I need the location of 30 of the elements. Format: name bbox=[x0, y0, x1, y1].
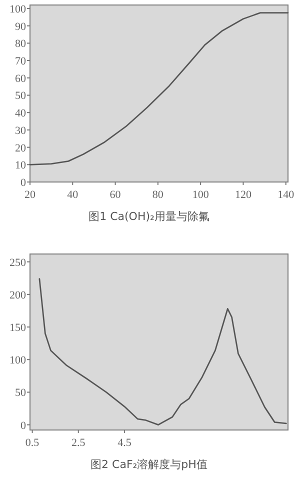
x-tick-label: 60 bbox=[110, 189, 122, 201]
line-series bbox=[29, 12, 289, 166]
x-tick-label: 140 bbox=[278, 189, 295, 201]
y-tick-label: 50 bbox=[15, 90, 26, 102]
y-tick-label: 150 bbox=[10, 322, 26, 334]
y-tick-label: 0 bbox=[20, 177, 26, 189]
y-tick-label: 30 bbox=[15, 124, 26, 137]
y-tick-label: 90 bbox=[15, 20, 26, 33]
y-tick-label: 50 bbox=[15, 387, 26, 400]
y-tick-label: 250 bbox=[10, 256, 26, 269]
y-tick-label: 100 bbox=[10, 3, 26, 16]
text: 图2 CaF₂溶解度与pH值 bbox=[90, 458, 208, 471]
x-tick-label: 120 bbox=[234, 189, 252, 201]
x-tick-label: 2.5 bbox=[72, 437, 86, 449]
y-tick-label: 80 bbox=[15, 38, 26, 50]
y-tick-label: 10 bbox=[15, 160, 26, 172]
y-tick-label: 100 bbox=[10, 354, 26, 367]
text: 图1 Ca(OH)₂用量与除氟 bbox=[88, 210, 210, 223]
y-tick-label: 70 bbox=[15, 56, 26, 68]
y-tick-label: 40 bbox=[15, 108, 26, 120]
x-tick-label: 80 bbox=[152, 189, 164, 201]
line-series bbox=[38, 278, 287, 426]
y-tick-label: 200 bbox=[10, 289, 26, 302]
x-tick-label: 100 bbox=[192, 189, 210, 201]
y-tick-label: 20 bbox=[15, 142, 26, 154]
x-tick-label: 0.5 bbox=[25, 437, 40, 449]
y-tick-label: 60 bbox=[15, 72, 26, 85]
x-tick-label: 40 bbox=[67, 189, 79, 201]
x-tick-label: 4.5 bbox=[118, 437, 132, 449]
y-tick-label: 0 bbox=[20, 420, 26, 432]
